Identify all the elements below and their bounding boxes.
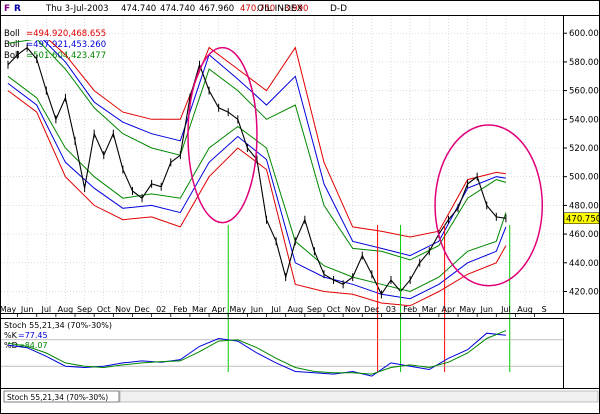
y-tick-label: 480.000 <box>569 201 600 211</box>
legend-boll-2-values: =497.921,453.260 <box>26 40 106 50</box>
x-tick-label: Nov <box>115 305 131 314</box>
y-tick-label: 540.000 <box>569 115 600 125</box>
bollinger-bands <box>7 40 507 307</box>
x-tick-label: Mar <box>422 305 438 314</box>
boll-upper-line <box>7 40 507 261</box>
legend-boll-1-label: Boll <box>4 29 20 39</box>
x-tick-label: May <box>0 305 17 314</box>
boll-upper-line <box>42 40 506 257</box>
stoch-k-label: %K <box>4 331 18 340</box>
x-tick-label: Sep <box>77 305 92 314</box>
header-high: 474.740 <box>160 4 195 14</box>
legend-boll-1-values: =494.920,468.655 <box>26 29 106 39</box>
x-tick-label: Jun <box>250 305 264 314</box>
last-price-marker: 470.750 <box>563 212 600 225</box>
x-tick-label: Oct <box>97 305 111 314</box>
x-tick-label: Aug <box>287 305 303 314</box>
stoch-d-line <box>7 330 507 375</box>
x-tick-label: S <box>542 305 547 314</box>
y-tick-label: 420.000 <box>569 287 600 297</box>
boll-lower-line <box>7 83 507 300</box>
y-tick-label: 600.000 <box>569 29 600 39</box>
x-tick-label: Dec <box>134 305 149 314</box>
month-axis: May Jun Jul Aug Sep Oct Nov Dec 02 Feb Mar Apr May Ju… <box>0 305 547 317</box>
x-tick-label: Jun <box>20 305 34 314</box>
vertical-markers <box>227 225 511 372</box>
stoch-title: Stoch 55,21,34 (70%-30%) <box>4 321 112 330</box>
boll-lower-line <box>7 75 507 293</box>
y-tick-label: 460.000 <box>569 230 600 240</box>
x-tick-label: Mar <box>192 305 208 314</box>
annotation-ellipse <box>187 46 258 224</box>
y-tick-label: 500.000 <box>569 173 600 183</box>
stoch-level-lines <box>1 339 563 367</box>
x-tick-label: Sep <box>307 305 322 314</box>
y-tick-label: 560.000 <box>569 87 600 97</box>
x-tick-label: Jul <box>270 305 281 314</box>
x-tick-label: Jun <box>480 305 494 314</box>
price-axis: 420.000 440.000 460.000 480.000 500.000 520.0… <box>563 29 600 297</box>
flag-r[interactable]: R <box>14 4 21 14</box>
flag-f[interactable]: F <box>4 4 10 14</box>
boll-lower-line <box>7 90 507 307</box>
x-tick-label: May <box>459 305 476 314</box>
chart-period: D-D <box>330 4 347 14</box>
tab-stoch[interactable] <box>3 390 120 403</box>
price-series <box>7 43 507 299</box>
legend-boll-2-label: Boll <box>4 40 20 50</box>
header-bar: F R Thu 3-Jul-2003 474.740 474.740 467.9… <box>1 1 599 15</box>
y-tick-label: 440.000 <box>569 259 600 269</box>
header-low: 467.960 <box>199 4 234 14</box>
x-tick-label: Feb <box>403 305 417 314</box>
horizontal-scrollbar[interactable] <box>119 390 599 403</box>
legend-boll-3-label: Boll <box>4 51 20 61</box>
x-tick-label: Aug <box>58 305 74 314</box>
annotation-ellipse <box>434 124 544 287</box>
x-tick-label: 02 <box>156 305 166 314</box>
x-tick-label: May <box>230 305 247 314</box>
stoch-k-value: =77.45 <box>18 331 48 340</box>
x-tick-label: Oct <box>327 305 341 314</box>
x-tick-label: Jul <box>40 305 51 314</box>
x-tick-label: Dec <box>364 305 379 314</box>
x-tick-label: Feb <box>173 305 187 314</box>
y-tick-label: 520.000 <box>569 144 600 154</box>
chart-title-visible: OIL INDEX <box>257 4 303 14</box>
y-tick-label: 580.000 <box>569 58 600 68</box>
stoch-series <box>7 330 507 377</box>
stoch-d-value: =84.07 <box>18 341 48 350</box>
header-date: Thu 3-Jul-2003 <box>45 4 109 14</box>
last-price-box <box>563 212 600 224</box>
last-price-label: 470.750 <box>566 215 600 225</box>
x-tick-label: Aug <box>517 305 533 314</box>
x-tick-label: Apr <box>442 305 457 314</box>
x-tick-label: 03 <box>386 305 396 314</box>
x-tick-label: Jul <box>500 305 511 314</box>
annotation-ellipses <box>187 46 544 287</box>
tab-stoch-label[interactable]: Stoch 55,21,34 (70%-30%) <box>7 393 108 402</box>
header-close: 470.750 <box>240 4 275 14</box>
header-open: 474.740 <box>121 4 156 14</box>
x-tick-label: Nov <box>345 305 361 314</box>
header-change: -3.990 <box>281 4 308 14</box>
x-tick-label: Apr <box>212 305 227 314</box>
